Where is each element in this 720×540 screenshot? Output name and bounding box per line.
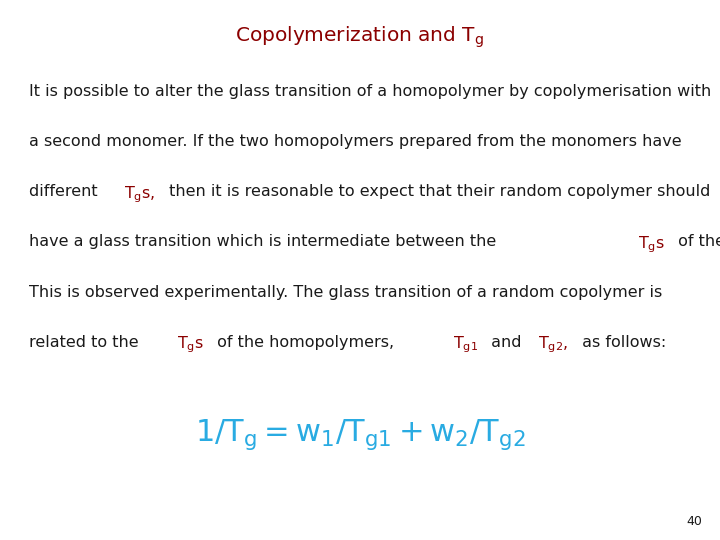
Text: and: and [485,335,526,350]
Text: have a glass transition which is intermediate between the: have a glass transition which is interme… [29,234,501,249]
Text: then it is reasonable to expect that their random copolymer should: then it is reasonable to expect that the… [164,184,711,199]
Text: of the homopolymers.: of the homopolymers. [673,234,720,249]
Text: $\mathregular{T_g}$s: $\mathregular{T_g}$s [639,234,665,255]
Text: $\mathregular{T_g}$s,: $\mathregular{T_g}$s, [124,184,156,205]
Text: as follows:: as follows: [577,335,666,350]
Text: This is observed experimentally. The glass transition of a random copolymer is: This is observed experimentally. The gla… [29,285,662,300]
Text: $\mathregular{T_{g1}}$: $\mathregular{T_{g1}}$ [454,335,478,355]
Text: of the homopolymers,: of the homopolymers, [212,335,399,350]
Text: It is possible to alter the glass transition of a homopolymer by copolymerisatio: It is possible to alter the glass transi… [29,84,711,99]
Text: different: different [29,184,102,199]
Text: $\mathregular{T_g}$s: $\mathregular{T_g}$s [177,335,204,355]
Text: a second monomer. If the two homopolymers prepared from the monomers have: a second monomer. If the two homopolymer… [29,134,681,149]
Text: $\mathregular{1/ T_g = w_1 / T_{g1} + w_2 / T_{g2}}$: $\mathregular{1/ T_g = w_1 / T_{g1} + w_… [194,417,526,452]
Text: related to the: related to the [29,335,143,350]
Text: $\mathregular{T_{g2}}$,: $\mathregular{T_{g2}}$, [538,335,568,355]
Text: 40: 40 [686,515,702,528]
Text: Copolymerization and $\mathregular{T_g}$: Copolymerization and $\mathregular{T_g}$ [235,24,485,50]
